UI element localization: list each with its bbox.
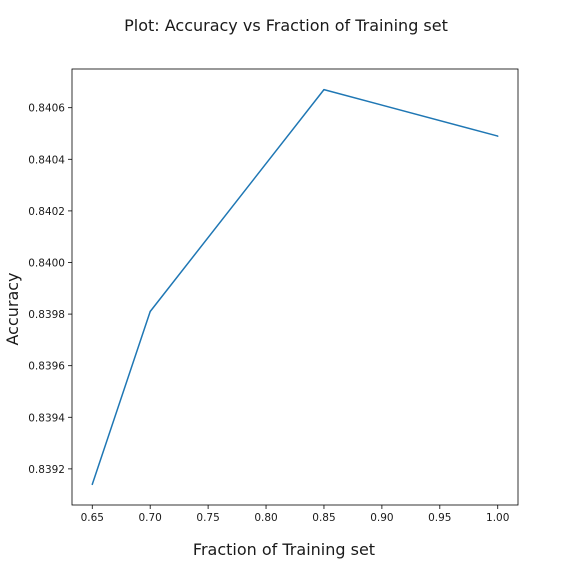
data-point [91,483,94,486]
plot-frame [71,68,519,506]
data-points [91,88,499,486]
y-tick-label: 0.8394 [28,412,65,424]
data-point [323,88,325,91]
y-tick-label: 0.8406 [28,103,65,115]
x-tick-label: 0.80 [254,512,277,524]
y-tick-label: 0.8402 [28,206,65,218]
y-axis-ticks: 0.8392 0.8394 0.8396 0.8398 0.8400 0.8402 0.84… [28,103,72,476]
x-tick-label: 0.95 [428,512,451,524]
y-tick-label: 0.8400 [28,257,65,269]
x-tick-label: 0.65 [81,512,104,524]
series-line [91,88,498,485]
y-tick-label: 0.8398 [28,309,65,321]
x-tick-label: 1.00 [486,512,509,524]
x-tick-label: 0.70 [138,512,161,524]
y-tick-label: 0.8392 [28,464,65,476]
y-tick-label: 0.8396 [28,361,65,373]
y-axis-label: Accuracy [3,272,22,345]
y-tick-label: 0.8404 [28,154,65,166]
x-tick-label: 0.75 [196,512,219,524]
chart-title: Plot: Accuracy vs Fraction of Training s… [124,16,448,35]
x-tick-label: 0.90 [370,512,393,524]
data-point [496,135,499,137]
x-axis-label: Fraction of Training set [193,540,375,559]
x-tick-label: 0.85 [312,512,335,524]
x-axis-ticks: 0.65 0.70 0.75 0.80 0.85 0.90 0.95 1.00 [81,505,509,524]
data-point [149,310,151,313]
